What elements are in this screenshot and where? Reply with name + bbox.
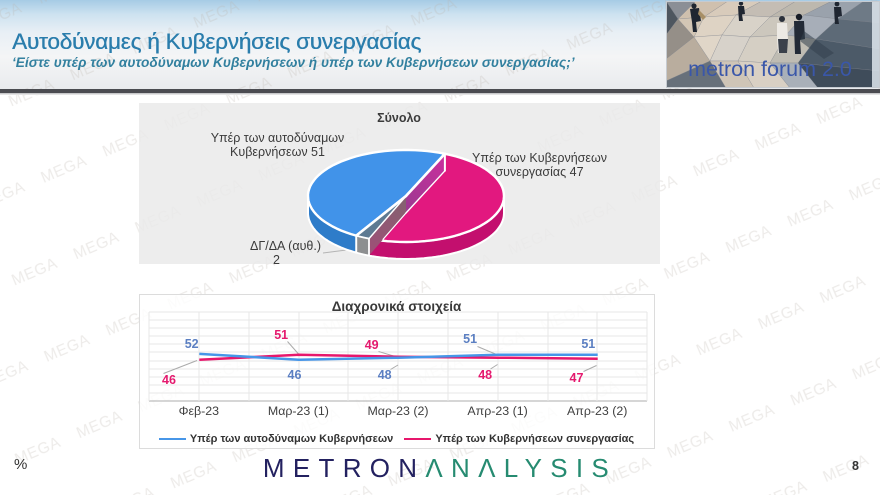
svg-text:metron forum 2.0: metron forum 2.0 (688, 57, 852, 81)
